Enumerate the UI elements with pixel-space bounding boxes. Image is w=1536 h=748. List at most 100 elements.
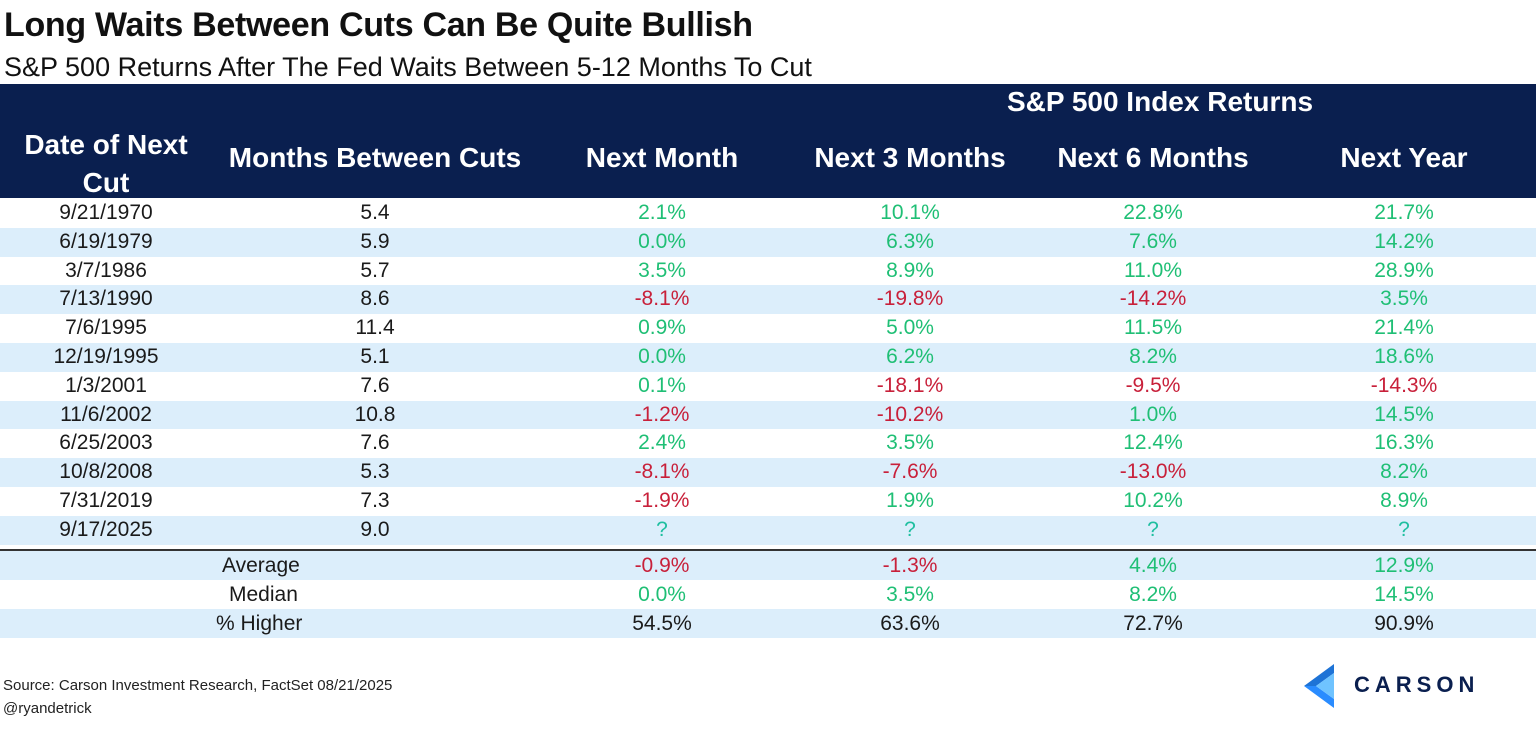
- cell-date: 12/19/1995: [0, 342, 212, 372]
- cell-months: 5.4: [360, 201, 390, 224]
- cell-m1: -1.2%: [538, 400, 786, 430]
- cell-m3: -19.8%: [786, 285, 1034, 315]
- cell-y1: 8.9%: [1380, 488, 1428, 512]
- carson-logo: CARSON: [1304, 664, 1504, 710]
- cell-m1: 0.0%: [538, 227, 786, 257]
- cell-m1: 0.9%: [638, 316, 686, 340]
- table-row: 7/6/1995 11.4 0.9% 5.0% 11.5% 21.4%: [0, 314, 1536, 343]
- cell-months: 7.6: [360, 431, 390, 455]
- cell-m6: 10.2%: [1123, 488, 1183, 512]
- cell-y1: 18.6%: [1272, 342, 1536, 372]
- cell-m1: 2.1%: [638, 201, 686, 224]
- cell-y1: 21.7%: [1374, 201, 1434, 224]
- source-note: Source: Carson Investment Research, Fact…: [3, 677, 393, 694]
- cell-m1: -8.1%: [538, 285, 786, 315]
- cell-date: 6/25/2003: [59, 431, 153, 455]
- table-row: 1/3/2001 7.6 0.1% -18.1% -9.5% -14.3%: [0, 372, 1536, 401]
- summary-m3: 3.5%: [886, 583, 934, 606]
- carson-chevron-icon: [1304, 664, 1334, 708]
- cell-m6: 8.2%: [1034, 342, 1272, 372]
- cell-date: 6/19/1979: [0, 227, 212, 257]
- table-row: 9/21/1970 5.4 2.1% 10.1% 22.8% 21.7%: [0, 199, 1536, 228]
- cell-date: 11/6/2002: [0, 400, 212, 430]
- table-row: 3/7/1986 5.7 3.5% 8.9% 11.0% 28.9%: [0, 257, 1536, 286]
- cell-months: 7.6: [360, 373, 390, 397]
- page-subtitle: S&P 500 Returns After The Fed Waits Betw…: [4, 52, 812, 82]
- table-row: 12/19/1995 5.1 0.0% 6.2% 8.2% 18.6%: [0, 342, 1536, 372]
- summary-y1: 12.9%: [1272, 550, 1536, 580]
- summary-label: Median: [229, 583, 298, 606]
- group-header: S&P 500 Index Returns: [1006, 86, 1314, 117]
- summary-m1: 0.0%: [638, 583, 686, 606]
- cell-m6: -13.0%: [1034, 458, 1272, 487]
- cell-m3: 5.0%: [886, 316, 934, 340]
- cell-m3: -7.6%: [786, 458, 1034, 487]
- summary-m6: 8.2%: [1129, 583, 1177, 606]
- summary-y1: 90.9%: [1272, 609, 1536, 638]
- cell-m6: 12.4%: [1123, 431, 1183, 455]
- table-row: 6/25/2003 7.6 2.4% 3.5% 12.4% 16.3%: [0, 429, 1536, 458]
- cell-m1: 0.1%: [638, 373, 686, 397]
- cell-m3: 6.3%: [786, 227, 1034, 257]
- footer: Source: Carson Investment Research, Fact…: [3, 674, 392, 720]
- cell-m1: -1.9%: [634, 488, 690, 512]
- summary-m3: -1.3%: [786, 550, 1034, 580]
- cell-months: 5.3: [212, 458, 538, 487]
- cell-date: 9/21/1970: [59, 201, 153, 224]
- header-next-6-months: Next 6 Months: [1057, 142, 1249, 173]
- cell-m3: 1.9%: [886, 488, 934, 512]
- page-title: Long Waits Between Cuts Can Be Quite Bul…: [4, 6, 753, 44]
- cell-m6: 7.6%: [1034, 227, 1272, 257]
- cell-m1: ?: [538, 515, 786, 545]
- summary-m3: 63.6%: [786, 609, 1034, 638]
- cell-m6: -14.2%: [1034, 285, 1272, 315]
- header-months: Months Between Cuts: [228, 142, 522, 173]
- cell-m3: 10.1%: [880, 201, 940, 224]
- table-header: S&P 500 Index Returns Date of Next Cut M…: [0, 84, 1536, 198]
- header-next-month: Next Month: [585, 142, 739, 173]
- cell-y1: 28.9%: [1374, 258, 1434, 282]
- cell-y1: -14.3%: [1370, 373, 1438, 397]
- cell-months: 5.1: [212, 342, 538, 372]
- header-date: Date of Next Cut: [24, 129, 188, 198]
- summary-y1: 14.5%: [1374, 583, 1434, 606]
- cell-y1: 14.2%: [1272, 227, 1536, 257]
- cell-m3: -18.1%: [876, 373, 944, 397]
- cell-y1: 16.3%: [1374, 431, 1434, 455]
- cell-m1: -8.1%: [538, 458, 786, 487]
- cell-y1: 3.5%: [1272, 285, 1536, 315]
- summary-spacer: [0, 609, 212, 638]
- carson-logo-text: CARSON: [1354, 672, 1480, 697]
- cell-m6: 22.8%: [1123, 201, 1183, 224]
- table-row: 10/8/2008 5.3 -8.1% -7.6% -13.0% 8.2%: [0, 458, 1536, 487]
- summary-m1: -0.9%: [538, 550, 786, 580]
- cell-months: 5.9: [212, 227, 538, 257]
- cell-months: 9.0: [212, 515, 538, 545]
- cell-m6: -9.5%: [1125, 373, 1181, 397]
- cell-m6: 1.0%: [1034, 400, 1272, 430]
- cell-months: 7.3: [360, 488, 390, 512]
- cell-m3: ?: [786, 515, 1034, 545]
- header-next-year: Next Year: [1340, 142, 1468, 173]
- cell-date: 7/31/2019: [59, 488, 153, 512]
- cell-y1: 14.5%: [1272, 400, 1536, 430]
- cell-m1: 3.5%: [638, 258, 686, 282]
- summary-label: % Higher: [212, 609, 538, 638]
- cell-m3: 6.2%: [786, 342, 1034, 372]
- cell-date: 7/6/1995: [65, 316, 147, 340]
- cell-m6: 11.5%: [1124, 316, 1182, 340]
- table-row: 7/31/2019 7.3 -1.9% 1.9% 10.2% 8.9%: [0, 487, 1536, 516]
- summary-row: Average -0.9% -1.3% 4.4% 12.9%: [0, 550, 1536, 580]
- summary-label: Average: [212, 550, 538, 580]
- summary-m6: 4.4%: [1034, 550, 1272, 580]
- cell-date: 10/8/2008: [0, 458, 212, 487]
- summary-spacer: [0, 550, 212, 580]
- table-row: 6/19/1979 5.9 0.0% 6.3% 7.6% 14.2%: [0, 227, 1536, 257]
- summary-row: Median 0.0% 3.5% 8.2% 14.5%: [0, 580, 1536, 609]
- summary-m1: 54.5%: [538, 609, 786, 638]
- cell-date: 3/7/1986: [65, 258, 147, 282]
- summary-m6: 72.7%: [1034, 609, 1272, 638]
- cell-m6: ?: [1034, 515, 1272, 545]
- cell-months: 11.4: [355, 316, 395, 340]
- cell-months: 10.8: [212, 400, 538, 430]
